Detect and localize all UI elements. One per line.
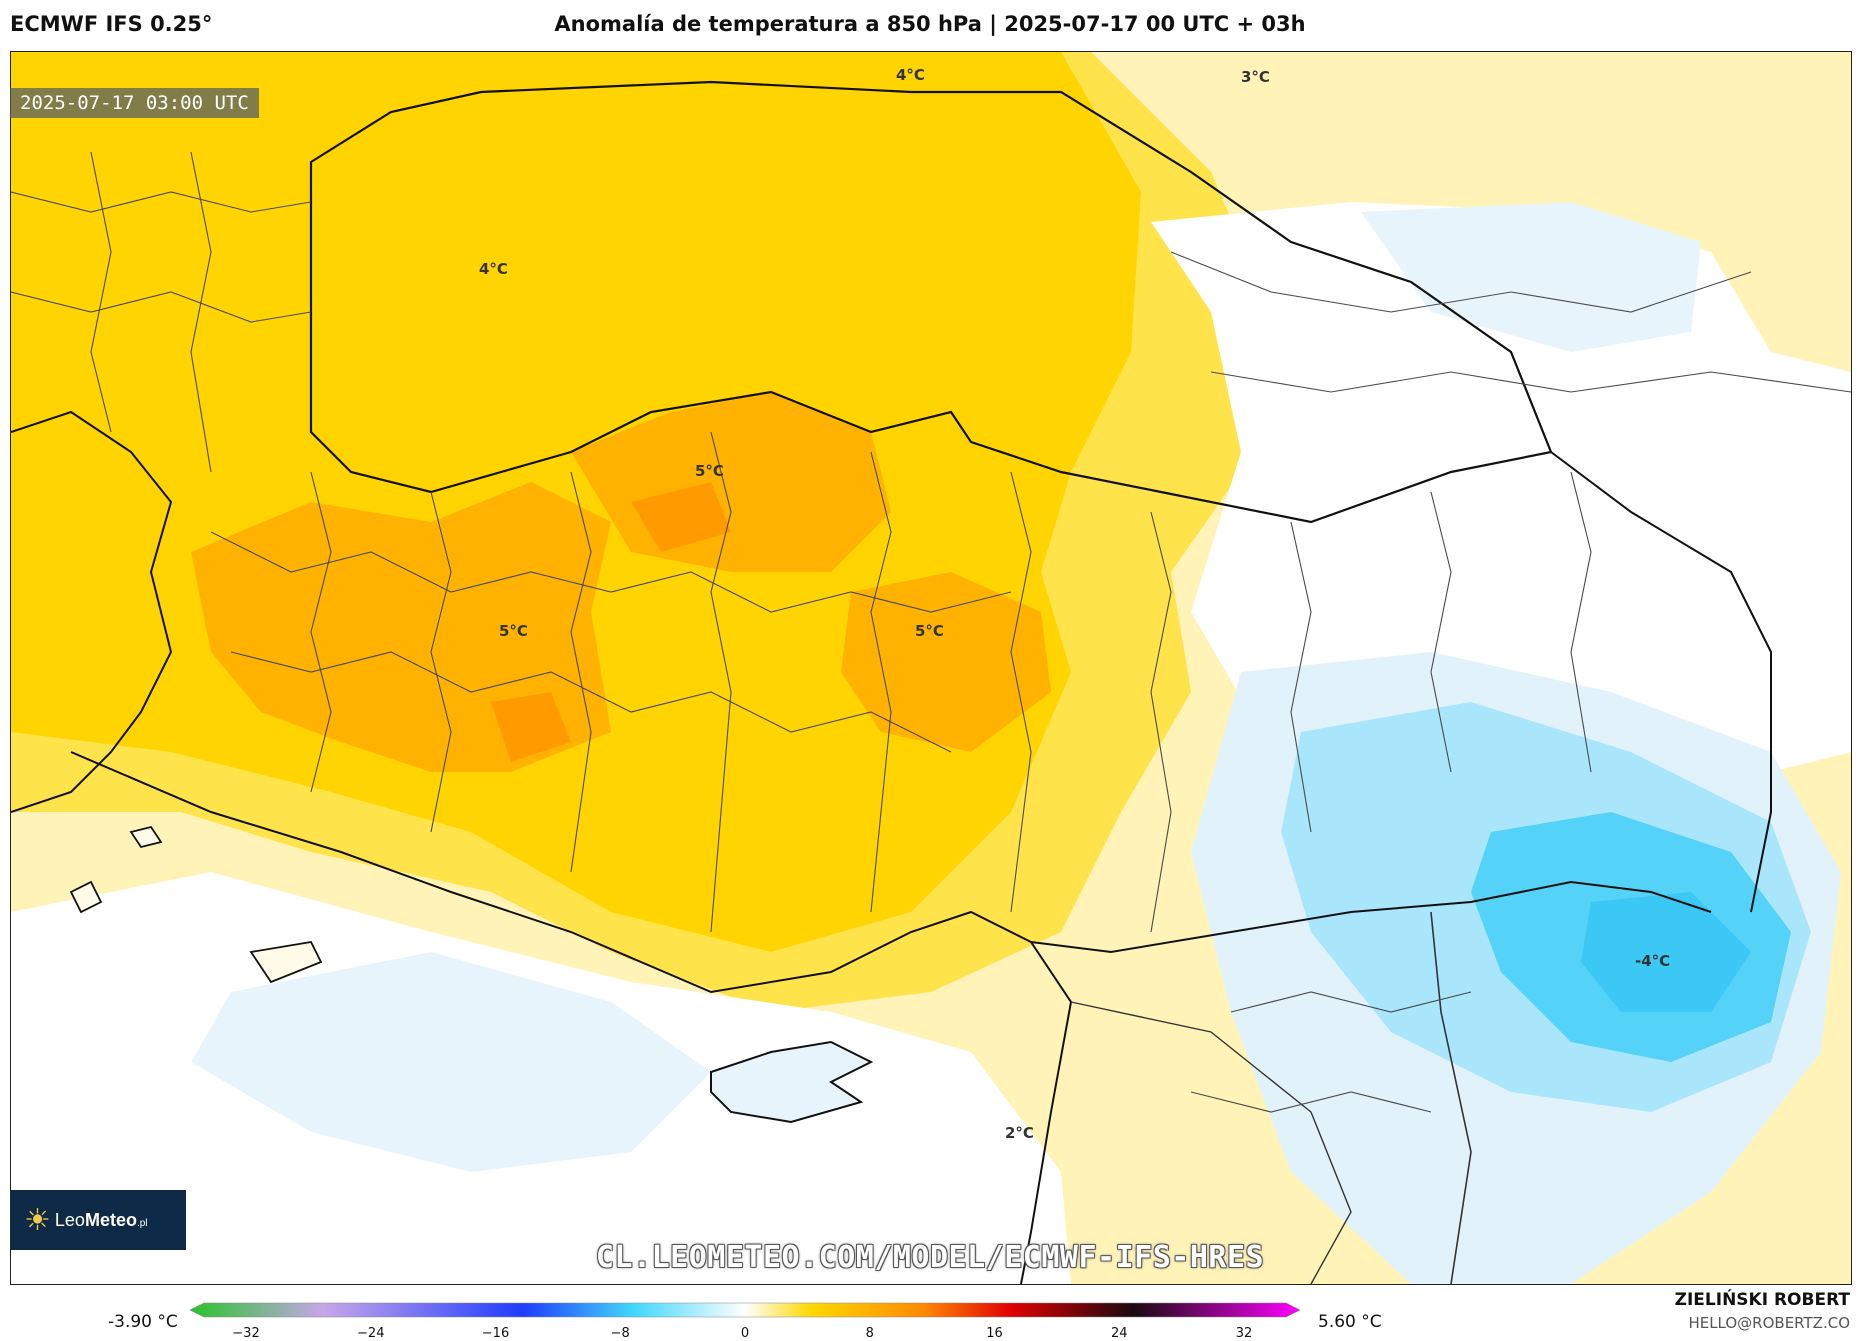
anomaly-zone-neutral-east — [1151, 202, 1851, 812]
contour-label: 5°C — [915, 622, 944, 640]
contour-label: 3°C — [1241, 68, 1270, 86]
border-syria-iraq — [1430, 911, 1472, 1284]
cyprus-outline — [710, 1040, 874, 1124]
colorbar-tick-label: −8 — [610, 1326, 630, 1341]
leometeo-logo[interactable]: ☀ LeoMeteo.pl — [10, 1190, 186, 1250]
border-turkey-syria — [1030, 880, 1712, 954]
temperature-anomaly-map: 4°C 3°C 4°C 5°C 5°C 5°C -4°C 2°C — [11, 52, 1851, 1284]
anomaly-zone-orange-3 — [841, 572, 1051, 752]
anomaly-zone-pale-blue-2 — [191, 952, 711, 1172]
contour-label: 5°C — [499, 622, 528, 640]
border-east — [1550, 451, 1772, 913]
colorbar-tick-label: 32 — [1235, 1326, 1253, 1341]
model-name: ECMWF IFS 0.25° — [10, 12, 213, 36]
logo-brand: Meteo — [84, 1209, 137, 1230]
colorbar-tick-label: 8 — [865, 1326, 874, 1341]
contour-label: -4°C — [1635, 952, 1670, 970]
anatolia-south-coast — [70, 751, 1073, 1284]
colorbar-tick-label: 0 — [740, 1326, 750, 1341]
province-borders — [11, 151, 1851, 1113]
colorbar — [190, 1302, 1300, 1318]
contour-label: 2°C — [1005, 1124, 1034, 1142]
aegean-coast — [11, 410, 173, 813]
contour-label: 5°C — [695, 462, 724, 480]
sun-icon: ☀ — [24, 1202, 51, 1238]
colorbar-tick-label: −24 — [357, 1326, 385, 1341]
anomaly-zone-orange-core — [491, 482, 731, 762]
source-url[interactable]: CL.LEOMETEO.COM/MODEL/ECMWF-IFS-HRES — [595, 1240, 1265, 1275]
colorbar-min-label: -3.90 °C — [108, 1312, 178, 1332]
map-title: Anomalía de temperatura a 850 hPa | 2025… — [554, 12, 1306, 36]
colorbar-tick-label: 16 — [986, 1326, 1003, 1341]
map-area[interactable]: 4°C 3°C 4°C 5°C 5°C 5°C -4°C 2°C — [10, 51, 1852, 1285]
anomaly-zone-pale-blue-3 — [1361, 202, 1701, 352]
colorbar-tick-label: 24 — [1110, 1326, 1128, 1341]
colorbar-tick-label: −16 — [481, 1326, 510, 1341]
island-outline — [69, 825, 323, 984]
valid-time-badge: 2025-07-17 03:00 UTC — [10, 88, 259, 118]
author-email[interactable]: HELLO@ROBERTZ.CO — [1688, 1314, 1850, 1332]
anomaly-zone-deep-yellow — [11, 52, 1141, 952]
logo-suffix: .pl — [136, 1217, 148, 1229]
colorbar-bar — [190, 1302, 1300, 1318]
author-credit: ZIELIŃSKI ROBERT — [1674, 1290, 1850, 1310]
logo-prefix: Leo — [54, 1209, 85, 1230]
border-levant — [1070, 1001, 1352, 1284]
contour-label: 4°C — [896, 66, 925, 84]
black-sea-coast — [309, 80, 1553, 524]
colorbar-tick-label: −32 — [232, 1326, 260, 1341]
anomaly-zone-cyan-core — [1581, 892, 1751, 1012]
contour-label: 4°C — [479, 260, 508, 278]
colorbar-max-label: 5.60 °C — [1318, 1312, 1382, 1332]
